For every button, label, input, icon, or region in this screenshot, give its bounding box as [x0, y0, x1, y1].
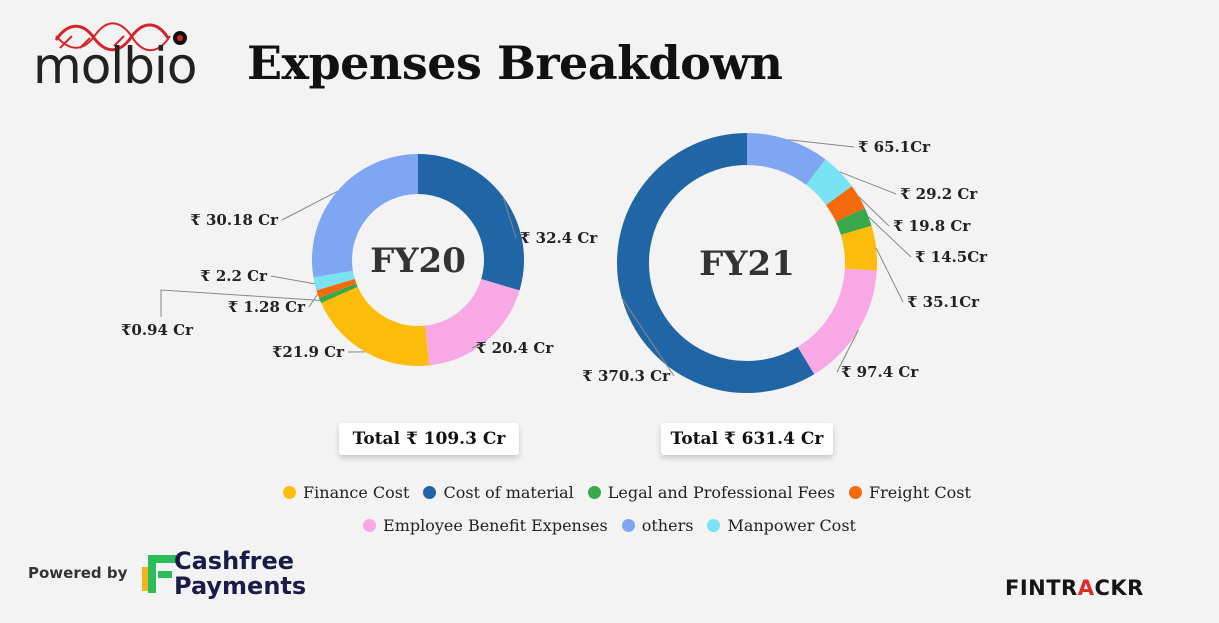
leader-line — [875, 247, 904, 303]
powered-by-label: Powered by — [28, 564, 128, 582]
slice-value-label: ₹ 29.2 Cr — [900, 185, 978, 203]
donut-slice — [318, 283, 358, 304]
legend-dot — [587, 486, 601, 499]
legend-label: others — [641, 516, 694, 535]
leader-line — [858, 196, 890, 227]
donut-slice — [840, 225, 877, 271]
donut-slice — [825, 186, 865, 223]
leader-line — [471, 341, 486, 349]
leader-line — [621, 297, 675, 377]
logo-wordmark: molbio — [33, 37, 197, 95]
cashfree-line-1: Cashfree — [174, 547, 295, 575]
legend-label: Manpower Cost — [727, 516, 856, 535]
fintrackr-logo: FINTRACKR — [1005, 576, 1144, 600]
page-title: Expenses Breakdown — [247, 36, 783, 90]
legend-item-manpower-cost: Manpower Cost — [707, 516, 856, 535]
fintrackr-part-2: CKR — [1094, 576, 1144, 600]
fintrackr-accent-letter: A — [1077, 576, 1095, 600]
legend-item-legal-fees: Legal and Professional Fees — [587, 483, 836, 502]
donut-charts: ₹ 32.4 Cr ₹ 20.4 Cr ₹21.9 Cr ₹0.94 Cr ₹ 1.28… — [121, 133, 988, 393]
leader-line — [839, 171, 897, 195]
donut-slice — [316, 278, 357, 298]
donut-slice — [617, 133, 815, 393]
leader-line — [836, 329, 859, 373]
legend-label: Legal and Professional Fees — [607, 483, 836, 502]
legend-item-employee-benefit: Employee Benefit Expenses — [363, 516, 608, 535]
slice-value-label: ₹ 20.4 Cr — [476, 339, 554, 357]
legend-item-finance-cost: Finance Cost — [283, 483, 409, 502]
slice-value-label: ₹ 2.2 Cr — [200, 267, 268, 285]
legend-dot — [283, 486, 297, 499]
donut-slice — [835, 208, 872, 236]
molbio-logo — [54, 22, 187, 52]
legend-row-1: Finance Cost Cost of material Legal and … — [0, 483, 1219, 502]
legend-dot — [363, 519, 377, 532]
fintrackr-part-1: FINTR — [1005, 576, 1078, 600]
cashfree-brand: Cashfree Payments — [174, 549, 306, 599]
slice-value-label: ₹ 97.4 Cr — [841, 363, 919, 381]
legend-label: Cost of material — [443, 483, 574, 502]
legend-item-cost-of-material: Cost of material — [423, 483, 574, 502]
leader-line — [281, 190, 338, 221]
leader-line — [868, 216, 912, 258]
slice-value-label: ₹ 32.4 Cr — [520, 229, 598, 247]
donut-slice — [797, 268, 877, 375]
leader-line — [270, 275, 315, 285]
slice-value-label: ₹ 14.5Cr — [915, 248, 988, 266]
donut-center-label: FY21 — [699, 244, 795, 284]
legend-dot — [621, 519, 635, 532]
donut-slice — [746, 133, 826, 186]
legend-label: Freight Cost — [869, 483, 971, 502]
donut-slice — [312, 154, 419, 278]
slice-value-label: ₹ 30.18 Cr — [190, 211, 279, 229]
slice-value-label: ₹ 1.28 Cr — [228, 298, 306, 316]
leader-line — [502, 196, 517, 239]
legend-item-freight-cost: Freight Cost — [849, 483, 971, 502]
legend-dot — [423, 486, 437, 499]
slice-value-label: ₹ 65.1Cr — [858, 138, 931, 156]
total-fy21-box: Total ₹ 631.4 Cr — [661, 423, 833, 455]
leader-line — [788, 139, 855, 148]
legend-label: Employee Benefit Expenses — [383, 516, 608, 535]
slice-value-label: ₹ 35.1Cr — [907, 293, 980, 311]
donut-slice — [424, 278, 520, 366]
cashfree-icon — [142, 555, 176, 593]
legend-label: Finance Cost — [303, 483, 410, 502]
legend-item-others: others — [621, 516, 694, 535]
legend-row-2: Employee Benefit Expenses others Manpowe… — [0, 516, 1219, 535]
legend-dot — [849, 486, 863, 499]
slice-value-label: ₹0.94 Cr — [121, 321, 194, 339]
slice-value-label: ₹ 19.8 Cr — [893, 217, 971, 235]
donut-slice — [417, 154, 524, 291]
legend-dot — [707, 519, 721, 532]
donut-slice — [313, 270, 355, 291]
slice-value-label: ₹ 370.3 Cr — [582, 367, 671, 385]
leader-line — [160, 289, 321, 317]
donut-center-label: FY20 — [370, 241, 466, 281]
cashfree-line-2: Payments — [174, 572, 307, 600]
slice-value-label: ₹21.9 Cr — [272, 343, 345, 361]
donut-slice — [805, 159, 852, 206]
donut-slice — [321, 286, 430, 366]
total-fy20-box: Total ₹ 109.3 Cr — [339, 423, 519, 455]
leader-line — [308, 293, 319, 308]
